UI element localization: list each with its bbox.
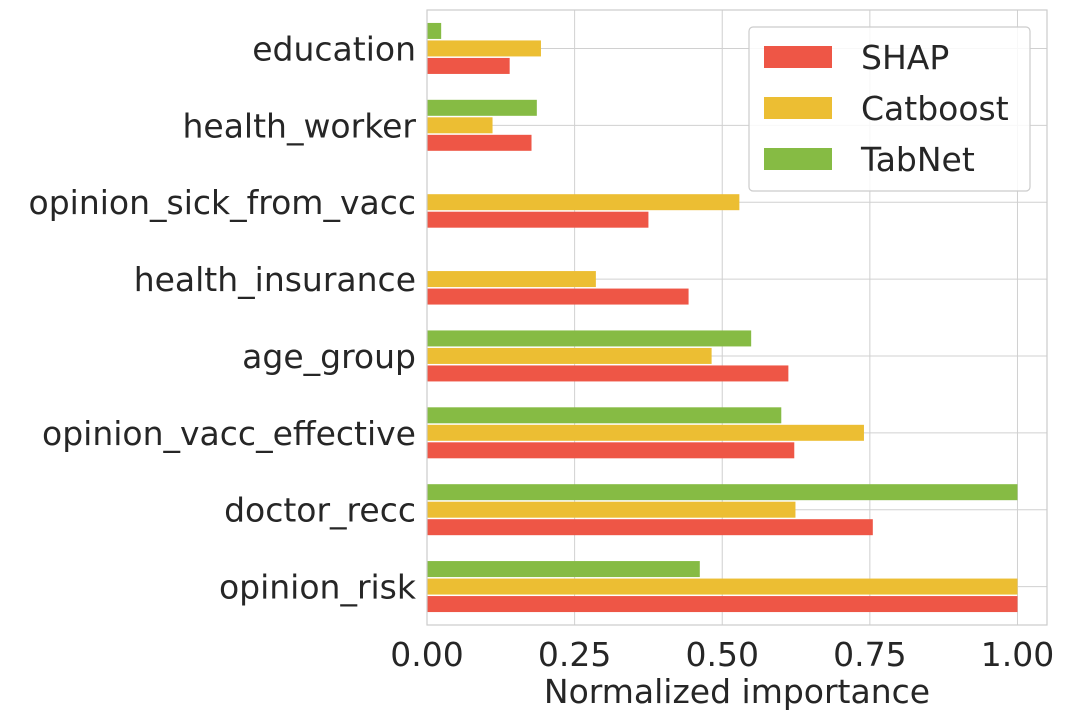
bar-shap-opinion-risk xyxy=(427,596,1018,613)
category-label-health-worker: health_worker xyxy=(182,106,416,145)
bar-shap-opinion-sick-from-vacc xyxy=(427,211,649,228)
bar-shap-education xyxy=(427,57,510,74)
x-axis-title: Normalized importance xyxy=(544,672,930,711)
category-labels: education health_worker opinion_sick_from_… xyxy=(29,29,417,606)
bar-catboost-education xyxy=(427,40,541,57)
bar-catboost-opinion-sick-from-vacc xyxy=(427,194,740,211)
bar-catboost-health-worker xyxy=(427,117,493,134)
x-tick-label: 0.00 xyxy=(390,635,463,674)
bar-tabnet-health-worker xyxy=(427,99,537,116)
bar-catboost-opinion-vacc-effective xyxy=(427,424,864,441)
x-tick-label: 0.75 xyxy=(833,635,906,674)
x-tick-label: 1.00 xyxy=(981,635,1054,674)
category-label-age-group: age_group xyxy=(242,337,416,376)
x-tick-label: 0.25 xyxy=(538,635,611,674)
legend-swatch-catboost xyxy=(764,97,832,119)
bar-tabnet-age-group xyxy=(427,330,752,347)
bar-tabnet-opinion-vacc-effective xyxy=(427,407,782,424)
legend-swatch-shap xyxy=(764,46,832,68)
bar-shap-opinion-vacc-effective xyxy=(427,442,795,459)
bars xyxy=(427,22,1018,613)
x-tick-label: 0.50 xyxy=(685,635,758,674)
category-label-health-insurance: health_insurance xyxy=(134,260,416,299)
category-label-opinion-vacc-effective: opinion_vacc_effective xyxy=(42,414,416,453)
x-tick-labels: 0.00 0.25 0.50 0.75 1.00 xyxy=(390,635,1054,674)
category-label-opinion-sick-from-vacc: opinion_sick_from_vacc xyxy=(29,183,416,222)
plot-frame xyxy=(426,9,1048,626)
bar-catboost-health-insurance xyxy=(427,271,596,288)
bar-tabnet-doctor-recc xyxy=(427,484,1018,501)
bar-shap-age-group xyxy=(427,365,789,382)
bar-catboost-opinion-risk xyxy=(427,578,1018,595)
bar-tabnet-opinion-risk xyxy=(427,561,700,578)
legend-label-shap: SHAP xyxy=(861,38,949,77)
category-label-opinion-risk: opinion_risk xyxy=(219,568,417,607)
bar-tabnet-education xyxy=(427,22,442,39)
bar-catboost-age-group xyxy=(427,347,712,364)
category-label-education: education xyxy=(252,29,416,68)
bar-shap-health-worker xyxy=(427,134,532,151)
legend-swatch-tabnet xyxy=(764,148,832,170)
bar-shap-health-insurance xyxy=(427,288,689,305)
category-label-doctor-recc: doctor_recc xyxy=(224,491,416,530)
legend-label-catboost: Catboost xyxy=(861,89,1009,128)
bar-catboost-doctor-recc xyxy=(427,501,796,518)
legend: SHAP Catboost TabNet xyxy=(748,26,1031,192)
legend-label-tabnet: TabNet xyxy=(860,140,975,179)
bar-shap-doctor-recc xyxy=(427,519,873,536)
